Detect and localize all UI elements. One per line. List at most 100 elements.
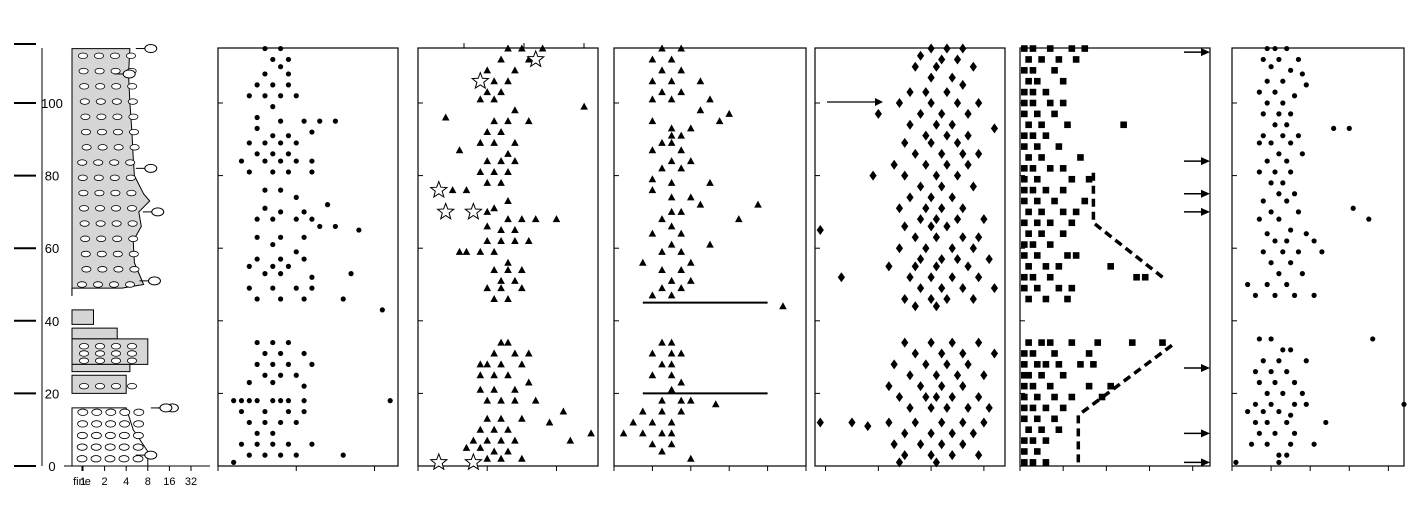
data-point bbox=[658, 407, 666, 415]
data-point bbox=[278, 118, 284, 124]
pebble bbox=[110, 189, 121, 197]
pebble bbox=[77, 174, 88, 181]
data-point bbox=[1025, 77, 1032, 85]
data-point bbox=[1272, 238, 1278, 244]
grain-tick-label: fine bbox=[73, 476, 91, 488]
data-point bbox=[916, 214, 925, 225]
data-point bbox=[953, 254, 962, 265]
data-point bbox=[1280, 100, 1286, 106]
data-point bbox=[1046, 45, 1054, 52]
data-point bbox=[964, 130, 972, 141]
data-point bbox=[639, 258, 647, 266]
data-point bbox=[975, 450, 983, 461]
pebble bbox=[110, 52, 121, 60]
data-point bbox=[927, 294, 935, 305]
data-point bbox=[1051, 67, 1058, 74]
data-point bbox=[490, 349, 498, 357]
clast bbox=[119, 431, 130, 440]
data-point bbox=[696, 200, 705, 208]
data-point bbox=[1038, 230, 1045, 237]
data-point bbox=[1051, 350, 1058, 357]
data-point bbox=[1051, 393, 1058, 401]
data-point bbox=[687, 454, 695, 462]
data-point bbox=[518, 284, 526, 292]
pebble bbox=[129, 144, 140, 151]
data-point bbox=[332, 223, 338, 230]
panel-f bbox=[1231, 45, 1407, 471]
pebble bbox=[81, 144, 92, 151]
panel-c bbox=[613, 44, 807, 471]
data-point bbox=[309, 216, 315, 222]
clast bbox=[105, 431, 116, 440]
data-point bbox=[837, 272, 845, 283]
data-point bbox=[511, 396, 519, 404]
clast bbox=[132, 431, 144, 440]
data-point bbox=[293, 249, 299, 255]
data-point bbox=[677, 66, 685, 74]
data-point bbox=[497, 454, 505, 462]
data-point bbox=[270, 56, 276, 63]
data-point bbox=[504, 265, 512, 273]
data-point bbox=[278, 372, 284, 378]
data-point bbox=[270, 398, 276, 404]
data-point bbox=[254, 82, 260, 88]
data-point bbox=[1299, 71, 1305, 77]
data-point bbox=[1128, 339, 1136, 346]
data-point bbox=[1284, 281, 1290, 288]
data-point bbox=[1025, 154, 1032, 161]
pebble bbox=[79, 98, 90, 105]
data-point bbox=[975, 337, 983, 348]
data-point bbox=[254, 430, 260, 436]
clast bbox=[132, 443, 144, 451]
data-point bbox=[932, 170, 940, 181]
data-point bbox=[504, 447, 512, 455]
data-point bbox=[980, 214, 988, 225]
data-point bbox=[677, 164, 685, 172]
data-point bbox=[301, 256, 307, 262]
clast bbox=[118, 455, 130, 463]
data-point bbox=[580, 102, 588, 110]
data-point bbox=[885, 417, 893, 428]
data-point bbox=[658, 396, 666, 404]
offscale-arrowhead bbox=[1201, 48, 1210, 57]
data-point bbox=[1046, 339, 1054, 346]
data-point bbox=[1319, 249, 1325, 255]
data-point bbox=[943, 43, 951, 54]
data-point bbox=[927, 337, 935, 348]
data-point bbox=[959, 232, 967, 243]
data-point bbox=[938, 148, 946, 159]
data-point bbox=[1025, 295, 1032, 303]
outsized-clast bbox=[144, 450, 158, 460]
data-point bbox=[1291, 430, 1298, 436]
data-point bbox=[293, 452, 299, 458]
pebble bbox=[79, 343, 90, 350]
data-point bbox=[916, 439, 925, 450]
data-point bbox=[658, 284, 666, 292]
data-point bbox=[270, 151, 276, 157]
data-point bbox=[953, 54, 962, 65]
data-point bbox=[1295, 249, 1302, 255]
data-point bbox=[667, 349, 676, 357]
data-point bbox=[943, 294, 951, 305]
clast bbox=[132, 455, 144, 463]
data-point bbox=[677, 44, 685, 52]
pebble bbox=[97, 128, 108, 136]
data-point bbox=[1055, 426, 1063, 433]
data-point bbox=[677, 349, 685, 357]
pebble bbox=[95, 220, 106, 227]
data-point bbox=[969, 61, 977, 72]
data-point bbox=[667, 429, 676, 437]
data-point bbox=[1264, 45, 1270, 52]
data-point bbox=[667, 138, 676, 146]
data-point bbox=[639, 407, 647, 415]
pebble bbox=[126, 52, 137, 60]
data-point bbox=[1046, 382, 1054, 390]
data-point bbox=[711, 400, 720, 408]
data-point bbox=[1295, 133, 1302, 139]
data-point bbox=[1021, 197, 1028, 205]
data-point bbox=[901, 428, 909, 439]
data-point bbox=[1260, 133, 1266, 139]
data-point bbox=[511, 226, 519, 234]
data-point bbox=[552, 215, 561, 223]
data-point bbox=[667, 240, 676, 248]
